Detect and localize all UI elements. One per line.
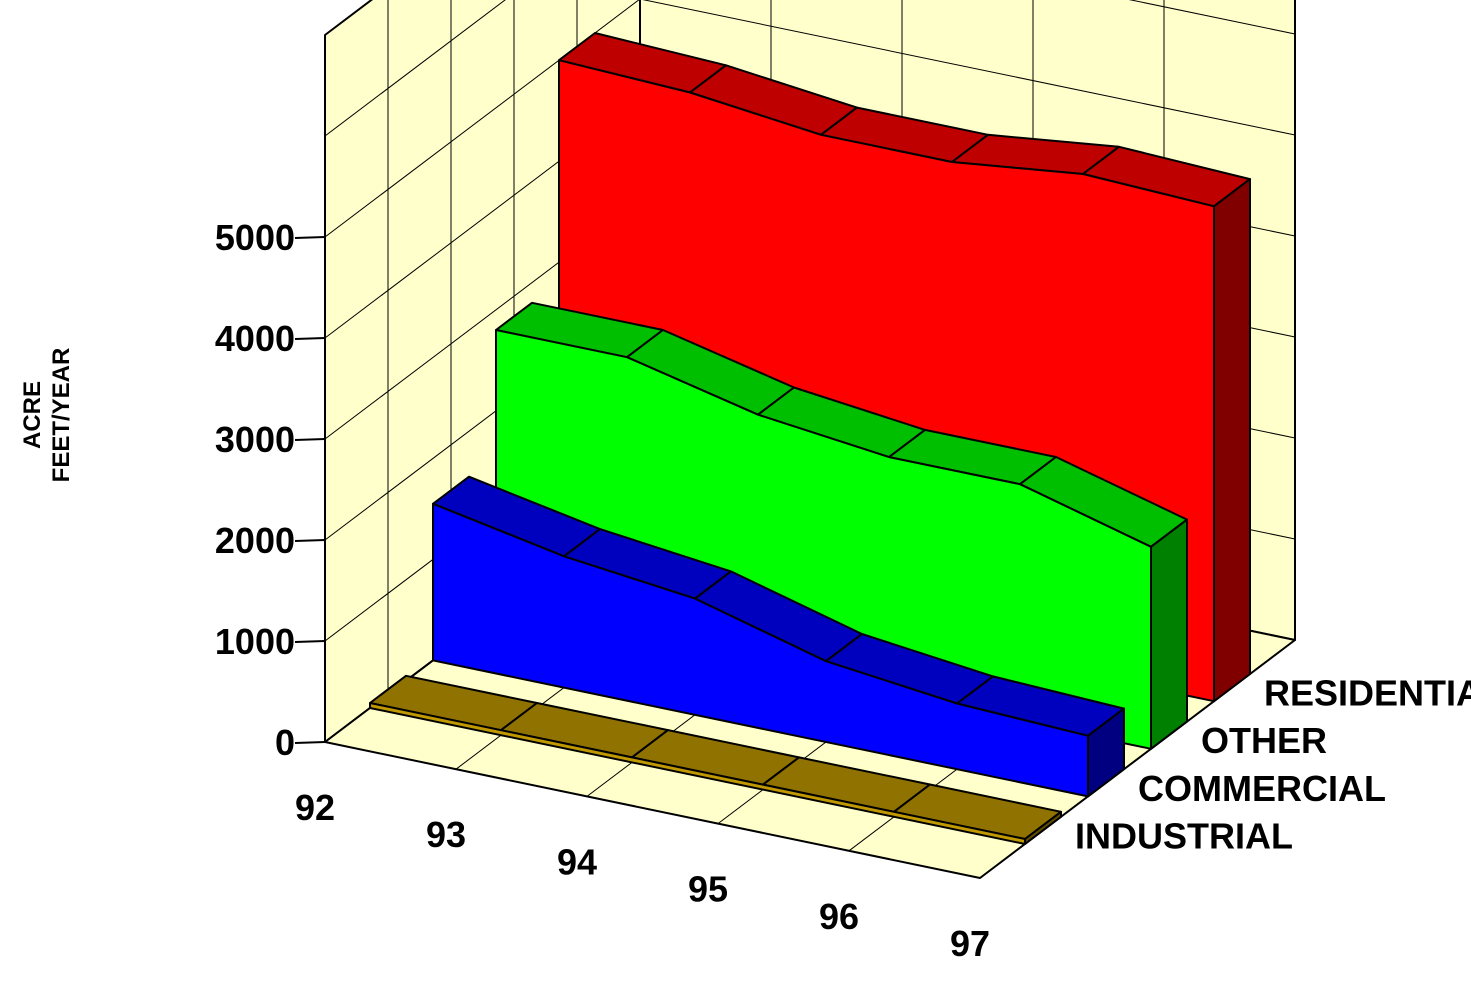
y-axis-label-line-1: ACRE bbox=[19, 381, 46, 449]
x-tick-label: 96 bbox=[819, 896, 859, 937]
series-commercial bbox=[432, 475, 1125, 798]
x-tick-label: 94 bbox=[557, 841, 597, 882]
floor-depth-gridline bbox=[324, 741, 981, 879]
series-axis: INDUSTRIAL COMMERCIAL OTHER RESIDENTIAL bbox=[1075, 673, 1471, 857]
ribbon-end-face bbox=[1024, 810, 1062, 845]
y-tick-label: 1000 bbox=[215, 621, 295, 662]
y-tick-mark bbox=[294, 539, 326, 542]
y-tick-mark bbox=[294, 236, 326, 239]
chart-ribbons bbox=[369, 32, 1251, 845]
x-tick-label: 97 bbox=[950, 923, 990, 964]
ribbon-end-face bbox=[1087, 707, 1125, 798]
y-tick-label: 4000 bbox=[215, 318, 295, 359]
x-tick-label: 95 bbox=[688, 869, 728, 910]
series-label: COMMERCIAL bbox=[1138, 768, 1386, 809]
y-tick-mark bbox=[294, 741, 326, 744]
series-label: RESIDENTIAL bbox=[1264, 673, 1471, 714]
y-tick-mark bbox=[294, 337, 326, 340]
x-tick-label: 93 bbox=[426, 814, 466, 855]
ribbon-end-face bbox=[1213, 178, 1251, 703]
y-tick-label: 0 bbox=[275, 722, 295, 763]
x-axis: 92 93 94 95 96 97 bbox=[295, 787, 990, 964]
y-axis-label-line-2: FEET/YEAR bbox=[48, 348, 75, 483]
y-tick-mark bbox=[294, 438, 326, 441]
series-industrial bbox=[369, 674, 1062, 845]
y-axis: 0 1000 2000 3000 4000 5000 bbox=[215, 217, 326, 763]
series-label: INDUSTRIAL bbox=[1075, 815, 1293, 856]
left-wall-gridline bbox=[324, 0, 506, 137]
back-wall-gridline bbox=[642, 0, 1296, 136]
ribbon-end-face bbox=[1150, 518, 1188, 750]
x-tick-label: 92 bbox=[295, 787, 335, 828]
y-tick-label: 2000 bbox=[215, 520, 295, 561]
series-label: OTHER bbox=[1201, 720, 1327, 761]
y-tick-label: 5000 bbox=[215, 217, 295, 258]
y-tick-label: 3000 bbox=[215, 419, 295, 460]
y-tick-mark bbox=[294, 640, 326, 643]
back-wall-gridline bbox=[1128, 0, 1296, 35]
